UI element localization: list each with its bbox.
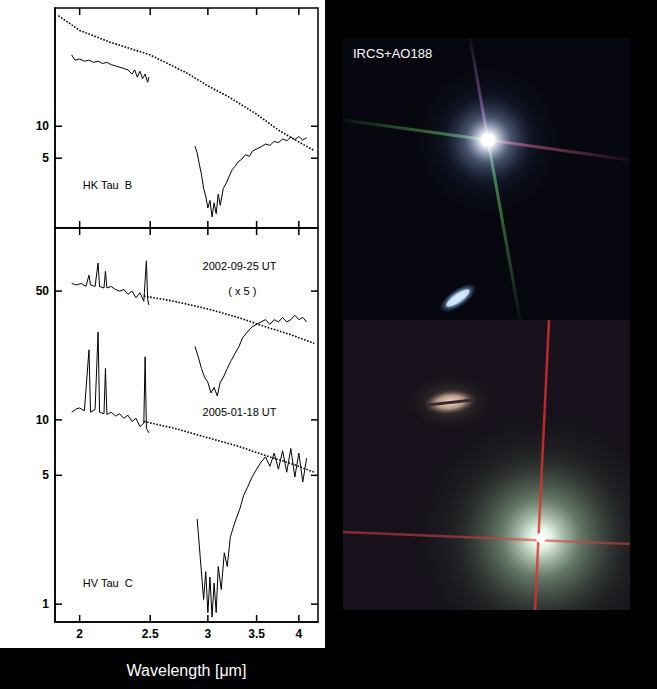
svg-text:4: 4 [295,627,302,641]
svg-text:10: 10 [36,119,50,133]
svg-text:5: 5 [42,151,49,165]
svg-text:3: 3 [205,627,212,641]
svg-text:Wavelength [μm]: Wavelength [μm] [127,662,247,679]
svg-text:1: 1 [42,597,49,611]
svg-text:50: 50 [36,284,50,298]
svg-text:3.5: 3.5 [248,627,265,641]
svg-text:IRCS+AO188: IRCS+AO188 [353,46,432,61]
svg-text:10: 10 [36,413,50,427]
svg-text:HV Tau C: HV Tau C [83,577,133,589]
svg-text:5: 5 [42,468,49,482]
svg-text:2002-09-25 UT: 2002-09-25 UT [203,260,277,272]
svg-text:2005-01-18 UT: 2005-01-18 UT [203,406,277,418]
svg-text:HK Tau B: HK Tau B [83,179,132,191]
svg-text:2: 2 [76,627,83,641]
svg-text:( x 5 ): ( x 5 ) [228,285,256,297]
svg-text:2.5: 2.5 [142,627,159,641]
